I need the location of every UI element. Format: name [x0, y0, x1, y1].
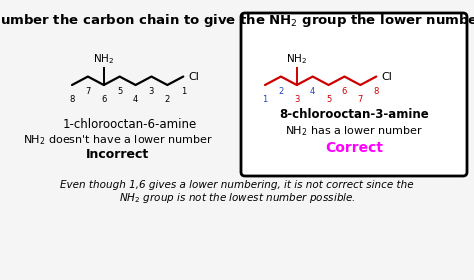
Text: 4: 4 — [310, 87, 315, 95]
Text: 7: 7 — [358, 95, 363, 104]
Text: 1-chlorooctan-6-amine: 1-chlorooctan-6-amine — [63, 118, 197, 130]
Text: NH$_2$ has a lower number: NH$_2$ has a lower number — [285, 124, 423, 138]
Text: 1: 1 — [181, 87, 186, 95]
Text: NH$_2$: NH$_2$ — [286, 52, 307, 66]
Text: 4: 4 — [133, 95, 138, 104]
Text: Even though 1,6 gives a lower numbering, it is not correct since the: Even though 1,6 gives a lower numbering,… — [60, 180, 414, 190]
FancyBboxPatch shape — [241, 13, 467, 176]
Text: 6: 6 — [101, 95, 107, 104]
Text: Cl: Cl — [188, 72, 199, 81]
Text: Number the carbon chain to give the NH$_2$ group the lower number: Number the carbon chain to give the NH$_… — [0, 12, 474, 29]
Text: 2: 2 — [165, 95, 170, 104]
Text: 3: 3 — [149, 87, 154, 95]
Text: 8-chlorooctan-3-amine: 8-chlorooctan-3-amine — [279, 109, 429, 122]
Text: 2: 2 — [278, 87, 283, 95]
Text: NH$_2$ group is not the lowest number possible.: NH$_2$ group is not the lowest number po… — [118, 191, 356, 205]
Text: Correct: Correct — [325, 141, 383, 155]
Text: 5: 5 — [117, 87, 122, 95]
Text: Incorrect: Incorrect — [86, 148, 150, 162]
Text: NH$_2$: NH$_2$ — [93, 52, 114, 66]
Text: 1: 1 — [263, 95, 268, 104]
Text: 3: 3 — [294, 95, 300, 104]
Text: NH$_2$ doesn't have a lower number: NH$_2$ doesn't have a lower number — [23, 133, 213, 147]
Text: 8: 8 — [374, 87, 379, 95]
Text: Cl: Cl — [381, 72, 392, 81]
Text: 8: 8 — [69, 95, 75, 104]
Text: 7: 7 — [85, 87, 91, 95]
Text: 5: 5 — [326, 95, 331, 104]
Text: 6: 6 — [342, 87, 347, 95]
